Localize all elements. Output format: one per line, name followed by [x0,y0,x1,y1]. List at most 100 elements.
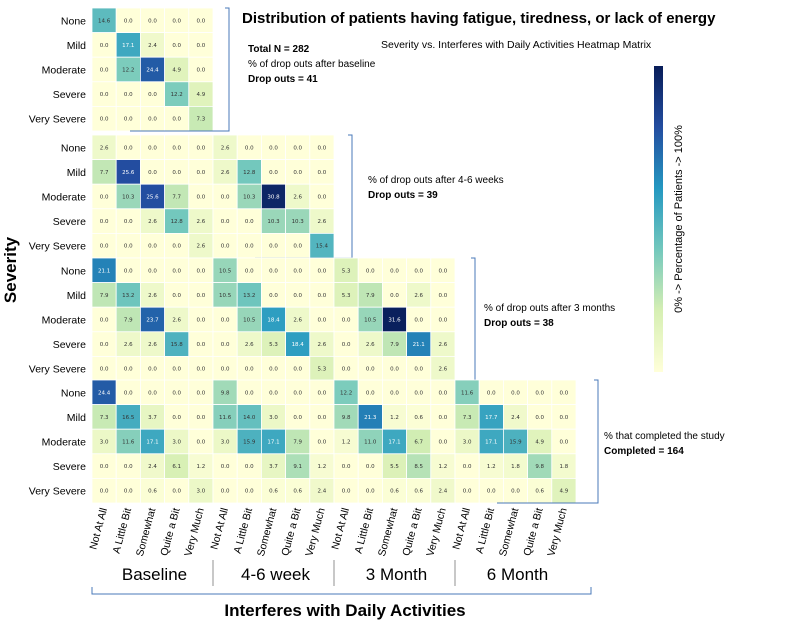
cell-value-label: 2.6 [414,293,423,299]
heatmap-cell [285,257,311,284]
cell-value-label: 17.7 [485,415,498,421]
x-axis-label: Interferes with Daily Activities [224,601,465,620]
heatmap-cell [333,477,359,504]
severity-row-label: Very Severe [29,364,86,376]
cell-value-label: 12.2 [340,390,352,396]
x-axis-bracket [91,587,592,595]
heatmap-cell [115,428,141,455]
heatmap-cell [164,379,190,406]
heatmap-panel: None Mild Moderate Severe Very Severe 2.6 0.0 0… [29,134,353,259]
cell-value-label: 0.0 [100,244,109,250]
heatmap-cell [139,208,165,234]
cell-value-label: 0.0 [269,268,278,274]
cell-value-label: 0.0 [197,268,206,274]
heatmap-cell [260,257,286,284]
cell-value-label: 0.0 [197,195,206,201]
chart-subtitle: Severity vs. Interferes with Daily Activ… [381,39,652,51]
cell-value-label: 0.0 [124,117,133,123]
cell-value-label: 0.0 [245,489,254,495]
heatmap-cell [357,257,383,284]
heatmap-cell [333,282,359,308]
cell-value-label: 12.2 [122,68,134,74]
heatmap-cell [164,355,190,382]
cell-value-label: 0.0 [172,43,181,49]
heatmap-cell [164,208,190,234]
cell-value-label: 0.0 [269,367,278,373]
cell-value-label: 1.2 [439,464,448,470]
cell-value-label: 2.6 [221,145,230,151]
heatmap-cell [309,134,335,161]
cell-value-label: 0.0 [172,18,181,24]
heatmap-cell [430,453,456,479]
severity-row-label: Mild [67,290,86,302]
cell-value-label: 0.0 [100,367,109,373]
cell-value-label: 0.0 [124,219,133,225]
cell-value-label: 2.6 [439,367,448,373]
cell-value-label: 0.0 [293,170,302,176]
cell-value-label: 2.6 [148,219,157,225]
cell-value-label: 2.4 [148,464,157,470]
heatmap-cell [406,428,432,455]
cell-value-label: 31.6 [388,318,401,324]
heatmap-cell [502,477,528,504]
severity-row-label: Moderate [42,315,87,327]
cell-value-label: 2.6 [245,342,254,348]
heatmap-cell [551,453,577,479]
interference-column-label: Not At All [87,507,110,551]
severity-row-label: Mild [67,167,86,179]
heatmap-cell [333,379,359,406]
cell-value-label: 0.0 [221,195,230,201]
timepoint-group-label: 6 Month [487,565,548,584]
heatmap-cell [212,477,238,504]
cell-value-label: 7.3 [197,117,206,123]
cell-value-label: 2.6 [148,342,157,348]
cell-value-label: 0.0 [390,390,399,396]
cell-value-label: 0.0 [293,390,302,396]
cell-value-label: 0.0 [318,170,327,176]
severity-row-label: Severe [53,216,86,228]
cell-value-label: 2.6 [148,293,157,299]
heatmap-cell [527,453,553,479]
cell-value-label: 4.9 [172,68,181,74]
cell-value-label: 0.0 [318,390,327,396]
cell-value-label: 0.0 [535,390,544,396]
heatmap-cell [309,208,335,234]
cell-value-label: 0.0 [172,367,181,373]
heatmap-cell [357,404,383,430]
cell-value-label: 3.7 [269,464,278,470]
heatmap-cell [212,159,238,185]
cell-value-label: 0.0 [293,415,302,421]
cell-value-label: 11.6 [219,415,232,421]
heatmap-cell [212,428,238,455]
heatmap-cell [188,7,214,34]
heatmap-cell [212,453,238,479]
interference-column-label: Somewhat [497,507,521,558]
interference-column-label: A Little Bit [474,507,498,555]
cell-value-label: 4.9 [197,92,206,98]
cell-value-label: 25.6 [146,195,159,201]
cell-value-label: 0.0 [172,293,181,299]
cell-value-label: 5.3 [342,268,351,274]
cell-value-label: 2.6 [366,342,375,348]
heatmap-cell [333,257,359,284]
severity-row-label: None [61,265,86,277]
heatmap-cell [91,81,117,107]
heatmap-cell [357,355,383,382]
severity-row-label: None [61,387,86,399]
interference-column-label: Somewhat [255,507,279,558]
heatmap-cell [188,453,214,479]
cell-value-label: 0.0 [172,145,181,151]
heatmap-cell [115,257,141,284]
heatmap-cell [285,404,311,430]
cell-value-label: 1.2 [342,440,351,446]
heatmap-cell [406,257,432,284]
heatmap-cell [260,404,286,430]
cell-value-label: 0.0 [197,342,206,348]
cell-value-label: 0.6 [414,415,423,421]
cell-value-label: 7.9 [100,293,109,299]
cell-value-label: 10.3 [292,219,305,225]
cell-value-label: 2.4 [148,43,157,49]
heatmap-cell [188,56,214,83]
heatmap-cell [188,183,214,210]
panel-annotations: Total N = 282 % of drop outs after baseli… [248,44,725,457]
